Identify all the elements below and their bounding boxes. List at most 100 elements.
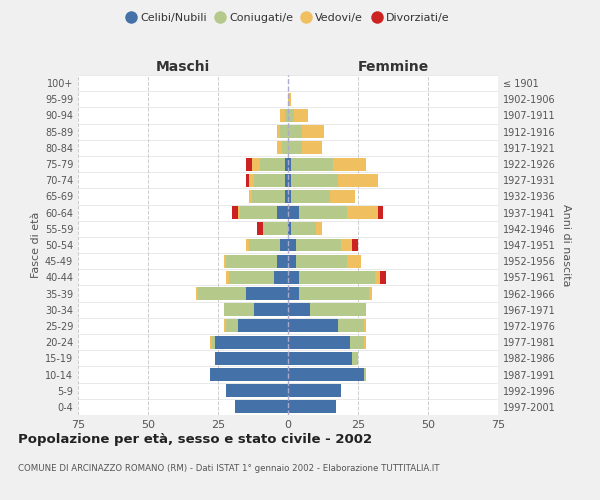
Text: COMUNE DI ARCINAZZO ROMANO (RM) - Dati ISTAT 1° gennaio 2002 - Elaborazione TUTT: COMUNE DI ARCINAZZO ROMANO (RM) - Dati I… bbox=[18, 464, 439, 473]
Bar bbox=[280, 238, 288, 252]
Bar bbox=[224, 254, 226, 268]
Bar bbox=[249, 174, 254, 186]
Legend: Celibi/Nubili, Coniugati/e, Vedovi/e, Divorziati/e: Celibi/Nubili, Coniugati/e, Vedovi/e, Di… bbox=[122, 8, 454, 28]
Bar bbox=[288, 336, 350, 348]
Bar bbox=[246, 158, 251, 170]
Bar bbox=[288, 174, 291, 186]
Bar bbox=[293, 109, 308, 122]
Bar bbox=[341, 238, 352, 252]
Bar bbox=[277, 254, 288, 268]
Bar bbox=[330, 190, 355, 203]
Text: Femmine: Femmine bbox=[358, 60, 428, 74]
Bar bbox=[296, 238, 341, 252]
Bar bbox=[215, 352, 288, 365]
Bar bbox=[283, 142, 288, 154]
Bar bbox=[241, 206, 277, 219]
Bar bbox=[280, 109, 285, 122]
Bar bbox=[277, 125, 280, 138]
Bar bbox=[375, 271, 380, 284]
Bar bbox=[254, 304, 288, 316]
Bar bbox=[288, 287, 299, 300]
Bar bbox=[310, 304, 367, 316]
Bar bbox=[285, 190, 288, 203]
Bar bbox=[260, 158, 285, 170]
Bar bbox=[302, 125, 325, 138]
Bar bbox=[238, 206, 241, 219]
Bar bbox=[246, 174, 249, 186]
Bar bbox=[285, 158, 288, 170]
Bar bbox=[226, 254, 277, 268]
Bar bbox=[224, 320, 226, 332]
Bar bbox=[302, 142, 322, 154]
Bar bbox=[288, 190, 291, 203]
Bar bbox=[280, 125, 288, 138]
Bar bbox=[288, 304, 310, 316]
Bar bbox=[299, 206, 347, 219]
Bar bbox=[229, 271, 274, 284]
Bar bbox=[352, 238, 358, 252]
Bar bbox=[246, 287, 288, 300]
Bar bbox=[333, 158, 367, 170]
Bar bbox=[288, 238, 296, 252]
Text: Maschi: Maschi bbox=[156, 60, 210, 74]
Bar bbox=[249, 238, 280, 252]
Bar bbox=[277, 206, 288, 219]
Bar bbox=[209, 368, 288, 381]
Bar bbox=[235, 400, 288, 413]
Bar bbox=[377, 206, 383, 219]
Bar bbox=[226, 271, 229, 284]
Bar bbox=[257, 222, 263, 235]
Bar bbox=[288, 206, 299, 219]
Bar bbox=[226, 320, 238, 332]
Bar bbox=[347, 254, 361, 268]
Bar bbox=[285, 109, 288, 122]
Bar bbox=[347, 206, 377, 219]
Bar bbox=[226, 384, 288, 397]
Bar bbox=[291, 158, 333, 170]
Bar bbox=[288, 384, 341, 397]
Bar bbox=[238, 320, 288, 332]
Bar bbox=[364, 320, 367, 332]
Bar bbox=[299, 287, 369, 300]
Bar bbox=[291, 190, 330, 203]
Bar bbox=[288, 158, 291, 170]
Bar bbox=[288, 271, 299, 284]
Bar bbox=[288, 142, 302, 154]
Bar bbox=[209, 336, 212, 348]
Bar bbox=[224, 304, 254, 316]
Bar bbox=[274, 271, 288, 284]
Bar bbox=[251, 190, 285, 203]
Bar bbox=[246, 238, 249, 252]
Text: Popolazione per età, sesso e stato civile - 2002: Popolazione per età, sesso e stato civil… bbox=[18, 432, 372, 446]
Bar bbox=[350, 336, 364, 348]
Bar bbox=[338, 320, 364, 332]
Y-axis label: Fasce di età: Fasce di età bbox=[31, 212, 41, 278]
Bar bbox=[352, 352, 358, 365]
Bar bbox=[251, 158, 260, 170]
Bar bbox=[288, 352, 352, 365]
Bar bbox=[369, 287, 372, 300]
Bar bbox=[296, 254, 347, 268]
Bar bbox=[285, 174, 288, 186]
Bar bbox=[288, 222, 291, 235]
Bar bbox=[291, 174, 338, 186]
Bar bbox=[364, 336, 367, 348]
Bar bbox=[291, 222, 316, 235]
Bar bbox=[288, 109, 293, 122]
Bar bbox=[215, 336, 288, 348]
Bar bbox=[288, 368, 364, 381]
Bar bbox=[196, 287, 199, 300]
Bar bbox=[288, 125, 302, 138]
Bar bbox=[288, 93, 291, 106]
Bar bbox=[277, 142, 283, 154]
Bar bbox=[316, 222, 322, 235]
Bar bbox=[380, 271, 386, 284]
Bar bbox=[212, 336, 215, 348]
Bar bbox=[288, 254, 296, 268]
Bar bbox=[338, 174, 377, 186]
Bar bbox=[288, 320, 338, 332]
Bar bbox=[299, 271, 375, 284]
Bar bbox=[199, 287, 246, 300]
Bar bbox=[232, 206, 238, 219]
Bar bbox=[364, 368, 367, 381]
